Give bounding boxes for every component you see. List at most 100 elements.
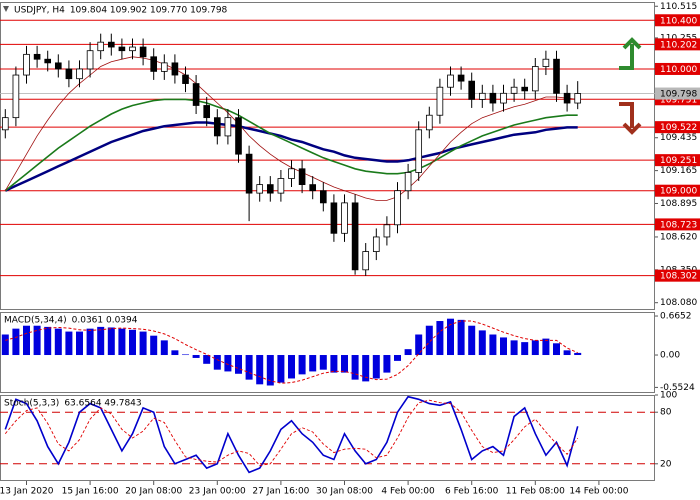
macd-bar [468, 325, 476, 356]
title-icon [3, 6, 9, 12]
macd-bar [44, 326, 52, 356]
macd-bar [245, 355, 253, 380]
x-tick-label: 30 Jan 08:00 [316, 487, 373, 497]
candle-body [531, 66, 539, 92]
x-tick-label: 4 Feb 00:00 [381, 487, 435, 497]
candle-body [425, 114, 433, 131]
macd-bar [107, 327, 115, 356]
down-arrow [619, 102, 642, 135]
candle-body [171, 62, 179, 76]
x-tick-label: 15 Jan 16:00 [62, 487, 119, 497]
y-tick-label: 110.515 [660, 2, 697, 12]
candle-body [521, 86, 529, 92]
panel-frame [0, 312, 655, 393]
y-tick-label: 109.435 [660, 133, 697, 143]
macd-bar [457, 319, 465, 356]
macd-bar [118, 328, 126, 356]
candle-body [457, 74, 465, 82]
macd-bar [351, 355, 359, 380]
level-label: 110.400 [660, 16, 697, 26]
stoch-line [4, 399, 579, 466]
candle-body [54, 62, 62, 70]
level-label-box [655, 121, 700, 134]
candle-body [372, 236, 380, 252]
macd-bar [489, 334, 497, 356]
candle-body [478, 92, 486, 100]
macd-bar [129, 329, 136, 356]
macd-bar [1, 334, 9, 356]
candle-body [107, 41, 115, 48]
candle-body [436, 86, 444, 116]
candle-body [309, 184, 317, 192]
level-label-box [655, 269, 700, 282]
candle-body [12, 74, 20, 119]
macd-bar [510, 340, 518, 356]
candle-body [150, 56, 158, 72]
macd-bar [383, 355, 391, 373]
candle-body [97, 41, 105, 52]
x-tick-label: 23 Jan 00:00 [189, 487, 246, 497]
candle-body [235, 117, 242, 155]
panel-title: Stoch(5,3,3) [4, 399, 59, 409]
macd-bar [309, 355, 317, 372]
macd-bar [574, 352, 582, 356]
level-label: 109.251 [660, 156, 697, 166]
level-label: 108.302 [660, 272, 697, 282]
panel-values: 0.0361 0.0394 [72, 316, 138, 326]
candle-body [182, 74, 189, 84]
candle-body [489, 92, 497, 104]
y-tick-label: 0.00 [660, 351, 680, 361]
level-label: 110.202 [660, 40, 697, 50]
macd-bar [521, 342, 529, 356]
macd-bar [277, 355, 285, 383]
macd-bar [341, 355, 348, 373]
macd-bar [330, 355, 338, 373]
candle-body [362, 251, 370, 271]
panel-frame [0, 2, 655, 310]
macd-bar [447, 318, 454, 356]
y-tick-label: -0.5524 [660, 383, 695, 393]
macd-bar [531, 340, 539, 356]
macd-bar [404, 349, 412, 356]
candle-body [213, 117, 221, 137]
macd-bar [425, 325, 433, 356]
macd-bar [298, 355, 306, 375]
last-price-box [655, 87, 700, 100]
macd-bar [160, 340, 168, 356]
macd-bar [436, 321, 444, 356]
x-tick-label: 13 Jan 2020 [0, 487, 54, 497]
candle-body [298, 168, 306, 186]
candle-body [447, 74, 454, 88]
macd-bar [542, 338, 550, 356]
macd-bar [553, 343, 560, 356]
candle-body [44, 58, 52, 64]
macd-bar [372, 355, 380, 379]
candle-body [351, 202, 359, 271]
candle-body [203, 105, 211, 119]
y-tick-label: 0.6652 [660, 312, 692, 322]
level-label-box [655, 38, 700, 51]
candle-body [277, 178, 285, 194]
macd-bar [415, 334, 423, 356]
macd-bar [86, 328, 94, 356]
candle-body [65, 68, 73, 80]
candle-body [160, 62, 168, 72]
level-label-box [655, 154, 700, 167]
candle-body [1, 117, 9, 131]
candle-body [139, 46, 147, 58]
level-label-box [655, 62, 700, 75]
candle-body [33, 53, 41, 60]
panel-title: USDJPY, H4 [14, 6, 65, 16]
candle-body [468, 80, 476, 100]
panel-values: 109.804 109.902 109.770 109.798 [70, 6, 228, 16]
signal-line [5, 320, 578, 384]
macd-bar [500, 337, 507, 356]
macd-bar [266, 355, 274, 386]
panel-values: 63.6564 49.7843 [64, 399, 141, 409]
y-tick-label: 109.165 [660, 166, 697, 176]
candle-body [500, 92, 507, 104]
candle-body [383, 224, 391, 238]
signal-arrows [619, 37, 642, 135]
